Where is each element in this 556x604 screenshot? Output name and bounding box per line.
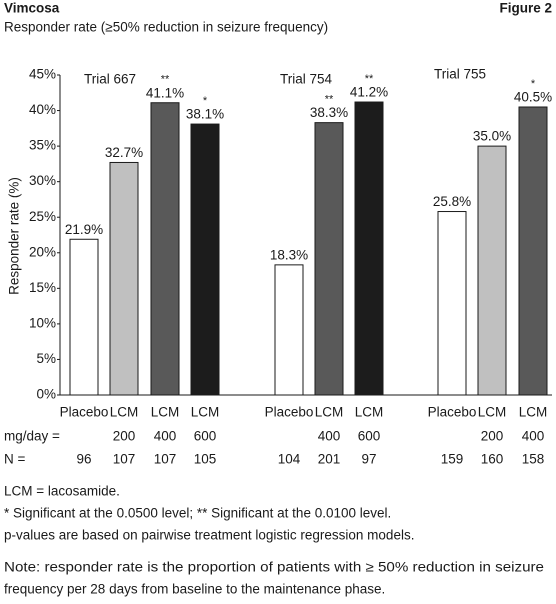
- title: Vimcosa: [4, 1, 60, 16]
- y-tick-label: 5%: [36, 351, 56, 366]
- group-title: Trial 667: [84, 72, 136, 87]
- value-label: 35.0%: [473, 129, 511, 144]
- y-axis-label: Responder rate (%): [7, 177, 22, 295]
- dose: 200: [481, 429, 504, 444]
- bar: [314, 122, 344, 396]
- note: frequency per 28 days from baseline to t…: [4, 582, 385, 597]
- row-label: N =: [4, 452, 26, 467]
- bar: [109, 161, 139, 396]
- bar: [477, 145, 507, 396]
- value-label: 25.8%: [433, 194, 471, 209]
- x-tick-label: LCM: [191, 405, 220, 420]
- value-label: 40.5%: [514, 90, 552, 105]
- y-tick-label: 30%: [29, 173, 56, 188]
- bar: [150, 102, 180, 396]
- figure-label: Figure 2: [499, 1, 552, 16]
- x-tick-label: Placebo: [265, 405, 314, 420]
- n-count: 105: [194, 452, 217, 467]
- value-label: 21.9%: [65, 222, 103, 237]
- y-tick-label: 25%: [29, 209, 56, 224]
- n-count: 160: [481, 452, 504, 467]
- x-tick-label: Placebo: [428, 405, 477, 420]
- footnote: * Significant at the 0.0500 level; ** Si…: [4, 506, 391, 521]
- x-tick-label: LCM: [519, 405, 548, 420]
- bar: [518, 106, 548, 396]
- n-count: 97: [361, 452, 376, 467]
- n-count: 201: [318, 452, 341, 467]
- n-count: 104: [278, 452, 301, 467]
- significance: *: [531, 78, 536, 90]
- bar: [437, 211, 467, 396]
- y-tick-label: 35%: [29, 138, 56, 153]
- value-label: 41.1%: [146, 85, 184, 100]
- y-tick-label: 45%: [29, 67, 56, 82]
- footnote: p-values are based on pairwise treatment…: [4, 528, 414, 543]
- bar: [354, 101, 384, 396]
- y-tick-label: 20%: [29, 244, 56, 259]
- y-tick-label: 0%: [36, 387, 56, 402]
- value-label: 38.1%: [186, 107, 224, 122]
- n-count: 158: [522, 452, 545, 467]
- x-tick-label: LCM: [478, 405, 507, 420]
- value-label: 38.3%: [310, 105, 348, 120]
- x-tick-label: LCM: [355, 405, 384, 420]
- x-tick-label: LCM: [151, 405, 180, 420]
- dose: 400: [522, 429, 545, 444]
- significance: *: [203, 95, 208, 107]
- y-tick-label: 40%: [29, 102, 56, 117]
- bar: [69, 238, 99, 396]
- significance: **: [365, 73, 374, 85]
- y-tick-label: 10%: [29, 315, 56, 330]
- subtitle: Responder rate (≥50% reduction in seizur…: [4, 20, 328, 35]
- x-tick-label: LCM: [110, 405, 139, 420]
- n-count: 159: [441, 452, 464, 467]
- significance: **: [325, 94, 334, 106]
- group-title: Trial 754: [280, 72, 333, 87]
- y-tick-label: 15%: [29, 280, 56, 295]
- value-label: 41.2%: [350, 85, 388, 100]
- bar: [190, 123, 220, 396]
- bar: [274, 264, 304, 396]
- group-title: Trial 755: [434, 67, 486, 82]
- dose: 400: [154, 429, 177, 444]
- dose: 400: [318, 429, 341, 444]
- x-tick-label: LCM: [315, 405, 344, 420]
- value-label: 32.7%: [105, 145, 143, 160]
- x-tick-label: Placebo: [60, 405, 109, 420]
- significance: **: [161, 74, 170, 86]
- dose: 600: [358, 429, 381, 444]
- footnote: LCM = lacosamide.: [4, 484, 120, 499]
- n-count: 107: [113, 452, 136, 467]
- note: Note: responder rate is the proportion o…: [4, 560, 544, 575]
- n-count: 107: [154, 452, 177, 467]
- value-label: 18.3%: [270, 247, 308, 262]
- n-count: 96: [76, 452, 91, 467]
- dose: 600: [194, 429, 217, 444]
- row-label: mg/day =: [4, 429, 60, 444]
- dose: 200: [113, 429, 136, 444]
